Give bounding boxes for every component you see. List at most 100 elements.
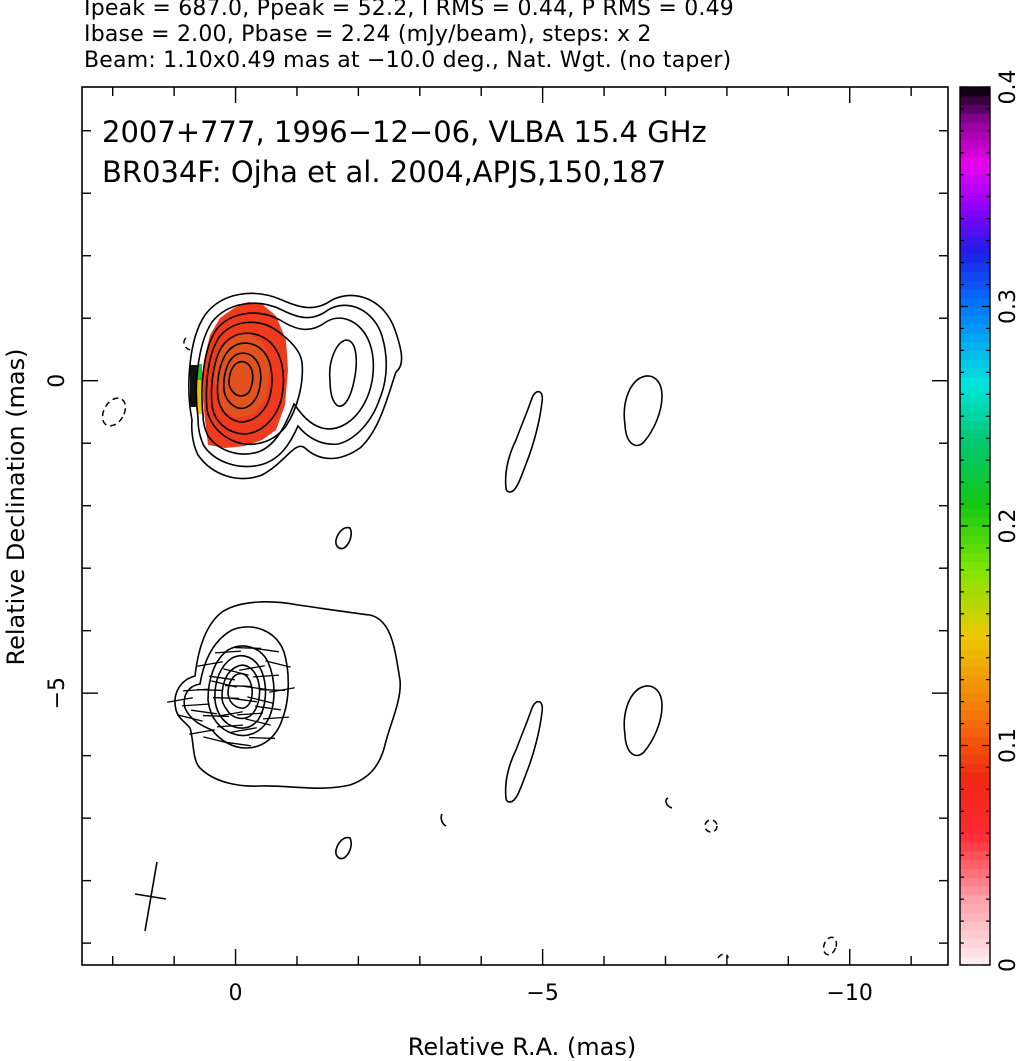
x-tick-label: −5 [526,981,558,1006]
contour-jet-outer [174,601,401,789]
colorbar-cell [960,719,990,729]
colorbar-cell [960,710,990,720]
evpa-vector [217,711,243,717]
colorbar-cell [960,455,990,466]
colorbar-cell [960,280,990,290]
negative-contour-left [101,397,127,427]
colorbar-cell [960,613,990,624]
colorbar-cell [960,324,990,334]
colorbar-cell [960,297,990,308]
colorbar-cell [960,789,990,799]
y-tick-label: −5 [45,677,70,709]
colorbar-cell [960,578,990,589]
polarization-edge-dark [190,365,197,407]
colorbar-cell [960,367,990,378]
colorbar-cell [960,464,990,474]
colorbar-cell [960,605,990,615]
evpa-vector [269,687,295,693]
contour-feature-c2 [335,836,352,860]
evpa-vector [214,650,242,654]
contour-feature-b1 [623,375,663,447]
negative-contour-2 [822,936,838,956]
evpa-vector [216,724,244,728]
colorbar-cell [960,666,990,676]
contour-feature-e2 [665,797,673,809]
colorbar-cell [960,596,990,606]
annotation-source-line: 2007+777, 1996−12−06, VLBA 15.4 GHz [102,115,707,149]
colorbar-cell [960,499,990,510]
x-tick-label: −10 [827,981,873,1006]
contour-core-level-2 [195,302,388,468]
evpa-vector [243,685,269,691]
colorbar-cell [960,798,990,808]
evpa-vector [247,696,273,704]
colorbar-cell [960,622,990,632]
colorbar-cell [960,113,990,123]
colorbar-cell [960,183,990,193]
evpa-vector [167,697,193,703]
annotation-reference-line: BR034F: Ojha et al. 2004,APJS,150,187 [102,155,666,189]
x-tick-label: 0 [229,981,243,1006]
colorbar-cell [960,245,990,255]
colorbar-cell [960,227,990,237]
evpa-vector [177,714,203,722]
map-header: Ipeak = 687.0, Ppeak = 52.2, I RMS = 0.4… [84,0,1014,74]
evpa-vector [231,727,257,733]
x-axis-tick-labels: 0 −5 −10 [229,981,873,1006]
contour-jet-level-4 [214,654,267,729]
colorbar-cell [960,446,990,457]
colorbar-cell [960,394,990,404]
colorbar-cell [960,482,990,492]
evpa-vector [253,647,279,653]
colorbar-cell [960,824,990,834]
contour-core-level-6 [216,342,273,423]
evpa-vector [239,665,265,671]
evpa-vector [181,703,209,707]
colorbar-cell [960,403,990,413]
colorbar-cell [960,253,990,264]
contour-jet-level-2 [183,626,290,749]
colorbar: 0 0.1 0.2 0.3 0.4 [959,70,1021,973]
colorbar-cell [960,745,990,755]
colorbar-cell [960,657,990,668]
colorbar-cell [960,842,990,852]
colorbar-cell [960,130,990,141]
colorbar-cell [960,938,990,949]
y-axis-title: Relative Declination (mas) [2,348,30,665]
colorbar-cell [960,561,990,571]
x-axis-title: Relative R.A. (mas) [408,1033,636,1061]
contour-feature-c1 [335,526,352,550]
colorbar-cell [960,648,990,659]
colorbar-cell [960,859,990,870]
x-axis-ticks [112,87,912,965]
contour-core-level-8 [228,360,254,397]
colorbar-ticks [960,86,990,966]
colorbar-gradient [960,87,990,966]
evpa-vector [202,714,230,718]
contour-core-level-5 [210,332,285,435]
y-axis-ticks [82,130,948,944]
colorbar-cell [960,692,990,703]
evpa-vector [189,729,215,735]
colorbar-cell [960,929,990,940]
negative-contours [101,337,838,959]
colorbar-cell [960,552,990,562]
colorbar-tick-label: 0.4 [996,70,1021,105]
plot-frame [81,86,949,966]
colorbar-cell [960,534,990,545]
colorbar-cell [960,771,990,782]
colorbar-cell [960,912,990,922]
evpa-vector [255,705,281,711]
evpa-vector [209,675,235,681]
evpa-vector [252,674,280,678]
colorbar-tick-labels: 0 0.1 0.2 0.3 0.4 [996,70,1021,973]
colorbar-cell [960,350,990,360]
colorbar-cell [960,508,990,518]
colorbar-cell [960,833,990,843]
colorbar-cell [960,315,990,325]
negative-contour-core-edge [183,337,191,351]
colorbar-cell [960,877,990,887]
colorbar-cell [960,640,990,650]
contour-core-level-3 [201,312,375,455]
